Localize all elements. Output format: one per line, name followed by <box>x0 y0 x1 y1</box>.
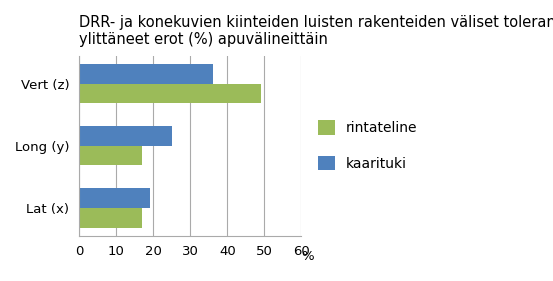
Text: %: % <box>301 250 314 263</box>
Legend: rintateline, kaarituki: rintateline, kaarituki <box>313 115 423 176</box>
Bar <box>79 188 150 208</box>
Bar <box>79 208 142 228</box>
Bar <box>79 146 142 166</box>
Bar <box>79 64 212 83</box>
Bar <box>79 126 172 146</box>
Bar <box>79 83 261 103</box>
Text: DRR- ja konekuvien kiinteiden luisten rakenteiden väliset toleranssin
ylittäneet: DRR- ja konekuvien kiinteiden luisten ra… <box>79 15 553 47</box>
